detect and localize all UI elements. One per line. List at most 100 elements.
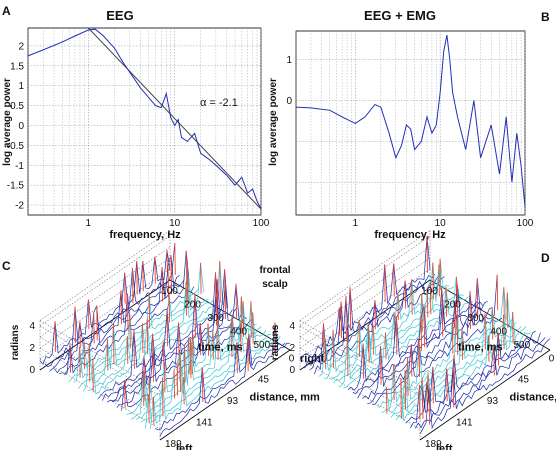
surface-ridge [419, 338, 551, 435]
surface-ridge [44, 242, 176, 368]
surface-peak [106, 339, 109, 371]
surface-peak [174, 242, 176, 275]
distance-tick-label: 189 [165, 439, 182, 450]
wall-grid-line [39, 268, 171, 360]
surface-peak [112, 324, 115, 365]
surface-ridge [63, 286, 195, 376]
surface-peak [235, 283, 237, 318]
panel-b-letter: B [541, 10, 550, 24]
surface-peak [385, 387, 388, 414]
surface-peak [248, 333, 250, 365]
y-tick-label: -2 [15, 201, 24, 212]
x-tick-label: 1 [353, 218, 359, 229]
surface-peak [411, 279, 413, 315]
box-edge [39, 320, 161, 391]
surface-peak [215, 292, 217, 326]
surface-peak [426, 288, 429, 318]
panel-c-surface [39, 242, 291, 437]
wall-grid-line [299, 257, 431, 349]
surface-peak [188, 337, 190, 375]
surface-ridge [367, 274, 498, 404]
surface-peak [96, 305, 98, 341]
surface-peak [441, 303, 444, 337]
surface-peak [410, 344, 413, 377]
surface-peak [231, 320, 233, 357]
z-axis-label: radians [270, 324, 281, 360]
time-tick-label: 400 [230, 326, 247, 337]
surface-peak [185, 282, 187, 316]
surface-peak [183, 345, 186, 384]
surface-peak [476, 278, 479, 318]
panel-b-plot-area [295, 30, 526, 216]
surface-peak [252, 312, 254, 344]
distance-axis-line [159, 349, 291, 441]
surface-ridge [159, 322, 291, 437]
surface-peak [166, 310, 169, 347]
z-tick-label: 2 [29, 343, 35, 354]
surface-peak [332, 329, 335, 369]
wall-grid-line [299, 235, 431, 327]
x-tick-label: 10 [169, 218, 181, 229]
y-tick-label: -1.5 [7, 181, 25, 192]
surface-peak [393, 263, 395, 297]
surface-peak [274, 322, 276, 353]
distance-tick-label: 93 [487, 396, 499, 407]
surface-peak [358, 320, 360, 357]
surface-peak [397, 293, 399, 321]
wall-grid-line [299, 336, 421, 408]
surface-peak [493, 346, 495, 376]
surface-peak [368, 328, 370, 363]
panel-a-tick-labels: 1 10 100 2 1.5 1 0.5 0 -0.5 -1 -1.5 -2 [7, 41, 270, 229]
panel-a-plot-area [27, 27, 262, 216]
surface-ridge [116, 316, 248, 408]
surface-peak [142, 261, 144, 292]
panel-a: A EEG 1 10 100 2 1.5 1 0.5 0 -0.5 -1 -1.5 -2 α = -2… [2, 4, 270, 241]
distance-tick-label: 93 [227, 396, 239, 407]
surface-peak [127, 293, 129, 331]
distance-axis-label: distance, mm [250, 392, 321, 404]
surface-peak [423, 305, 426, 348]
surface-peak [461, 327, 463, 360]
surface-ridge [155, 333, 286, 431]
surface-peak [419, 385, 421, 420]
surface-peak [428, 388, 431, 425]
x-tick-label: 1 [86, 218, 92, 229]
time-tick-label: 400 [490, 326, 507, 337]
surface-peak [497, 332, 500, 366]
frontal-label: frontal [259, 265, 290, 276]
surface-peak [503, 287, 505, 319]
panel-d-surface [299, 235, 551, 435]
surface-peak [488, 335, 490, 362]
left-z-axis-base [39, 279, 171, 371]
surface-peak [201, 367, 204, 403]
z-tick-label: 0 [289, 365, 295, 376]
surface-peak [349, 287, 352, 331]
surface-ridge [414, 337, 546, 429]
y-tick-label: 2 [18, 41, 24, 52]
surface-peak [484, 313, 486, 350]
surface-peak [132, 267, 134, 304]
surface-peak [512, 311, 514, 344]
surface-peak [420, 317, 423, 352]
surface-peak [129, 314, 131, 349]
surface-peak [506, 292, 509, 328]
surface-peak [400, 377, 402, 419]
surface-peak [404, 280, 407, 309]
surface-peak [183, 377, 185, 405]
panel-a-fit-line [87, 27, 262, 210]
surface-peak [385, 332, 387, 360]
surface-peak [240, 322, 242, 353]
surface-peak [83, 339, 85, 370]
surface-peak [54, 321, 57, 352]
surface-peak [120, 290, 122, 324]
surface-ridge [405, 330, 536, 424]
surface-peak [87, 299, 90, 330]
surface-peak [79, 321, 81, 349]
panel-a-grid [27, 28, 262, 215]
y-tick-label: 0 [286, 96, 292, 107]
y-tick-label: -0.5 [7, 141, 25, 152]
surface-peak [170, 255, 173, 295]
